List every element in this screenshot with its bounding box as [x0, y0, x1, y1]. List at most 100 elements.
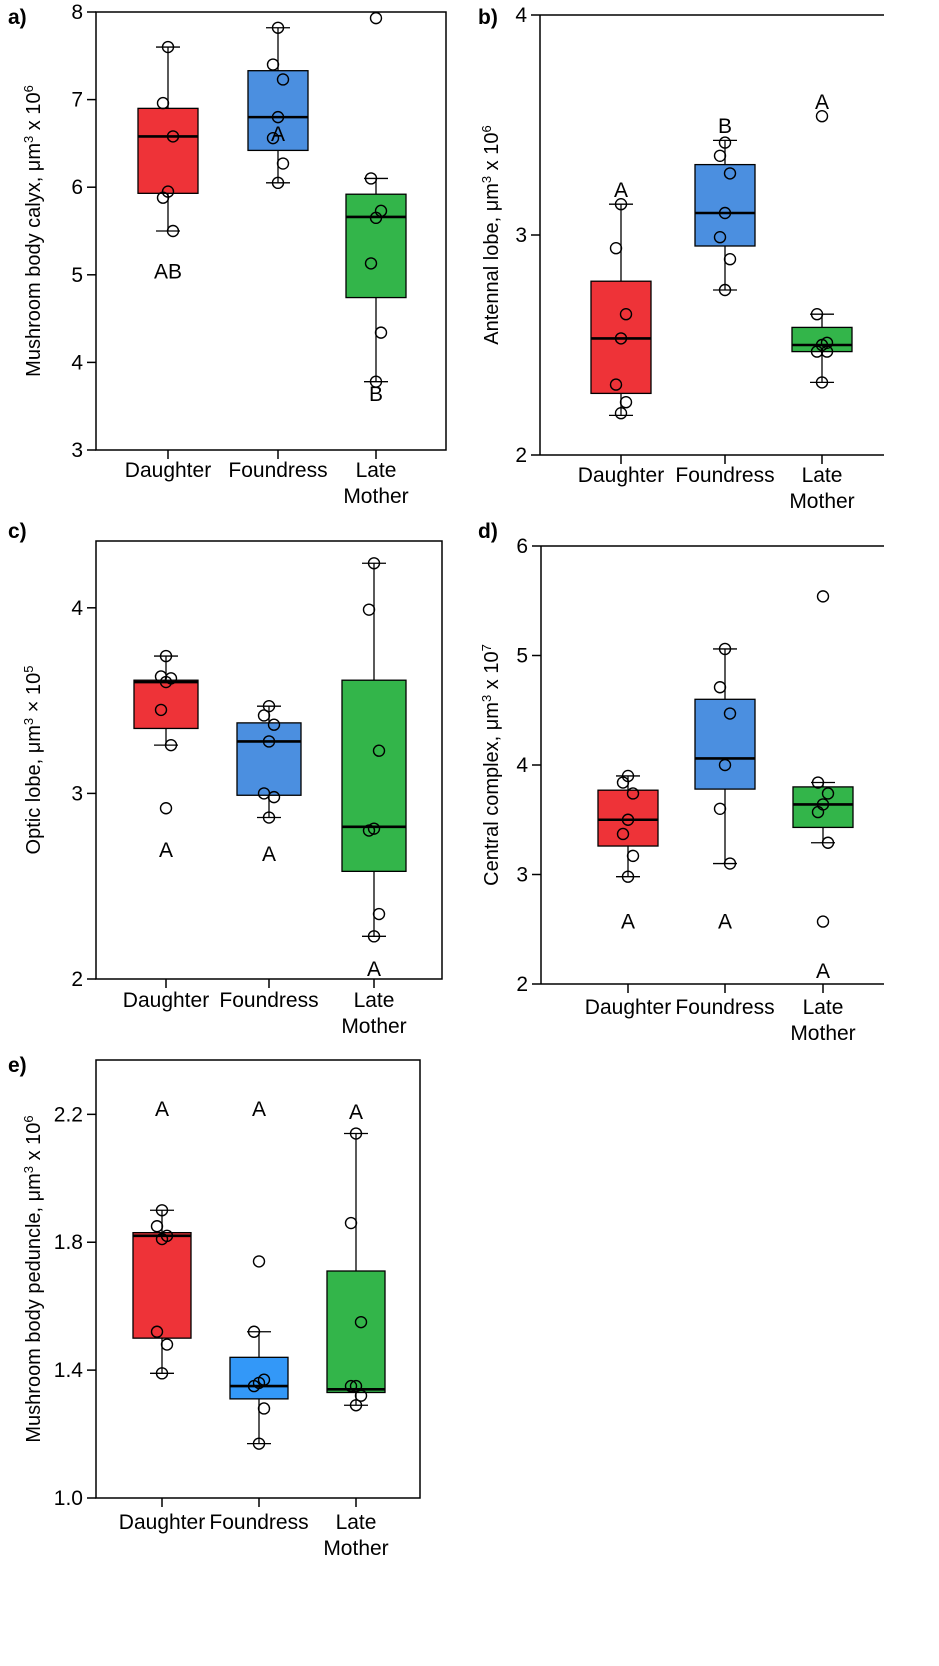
y-tick-label: 3	[516, 864, 528, 887]
data-point	[155, 1204, 169, 1217]
y-tick-label: 4	[515, 4, 527, 27]
data-point	[155, 1367, 169, 1380]
y-tick-label: 5	[71, 264, 83, 287]
x-category-label: Daughter	[585, 996, 671, 1019]
significance-letter: A	[718, 910, 732, 933]
y-tick-label: 7	[71, 89, 83, 112]
x-category-label: Late	[802, 464, 843, 487]
plot-frame	[95, 1059, 421, 1499]
data-point	[372, 744, 386, 757]
significance-letter: A	[621, 910, 635, 933]
data-point	[155, 1232, 169, 1246]
data-point	[815, 376, 829, 389]
data-point	[362, 603, 376, 616]
data-point	[276, 73, 290, 86]
significance-letter: A	[614, 179, 628, 202]
data-point	[723, 167, 737, 180]
data-point	[723, 707, 737, 720]
box-daughter	[597, 789, 659, 847]
data-point	[262, 699, 276, 713]
data-point	[621, 870, 635, 883]
data-point	[614, 332, 628, 345]
significance-letter: A	[367, 958, 381, 981]
chart-panel-d: d) 2 3 4 5 6 Central complex, μm3 x 107 A Daught…	[478, 520, 884, 1045]
data-point	[276, 157, 290, 170]
data-point	[150, 1220, 164, 1233]
x-category-label: Mother	[343, 485, 408, 508]
data-point	[718, 136, 732, 149]
data-point	[369, 11, 383, 25]
data-point	[811, 805, 825, 819]
box-late-mother	[326, 1270, 386, 1394]
x-category-label: Mother	[323, 1537, 388, 1560]
data-point	[159, 649, 173, 663]
data-point	[262, 811, 276, 824]
data-point	[154, 703, 168, 717]
data-point	[616, 776, 630, 789]
data-point	[257, 709, 271, 722]
data-point	[609, 241, 623, 255]
data-point	[156, 191, 170, 204]
data-point	[369, 211, 383, 225]
chart-panel-e: e) 1.0 1.4 1.8 2.2 Mushroom body peduncle, μm…	[8, 1054, 421, 1560]
data-point	[266, 58, 280, 71]
significance-letter: A	[815, 91, 829, 114]
data-point	[349, 1379, 363, 1393]
data-point	[815, 109, 829, 123]
data-point	[247, 1379, 261, 1393]
data-point	[266, 131, 280, 145]
data-point	[713, 230, 727, 244]
data-point	[262, 735, 276, 748]
x-category-label: Foundress	[209, 1511, 308, 1534]
data-point	[159, 675, 173, 689]
x-category-label: Late	[803, 996, 844, 1019]
x-category-label: Foundress	[675, 464, 774, 487]
panel-letter: b)	[478, 6, 498, 29]
data-point	[614, 197, 628, 211]
data-point	[354, 1315, 368, 1329]
data-point	[616, 827, 630, 841]
data-point	[718, 206, 732, 220]
y-axis-label: Mushroom body peduncle, μm3 x 106	[21, 1115, 45, 1442]
data-point	[713, 149, 727, 163]
y-tick-label: 2	[71, 968, 83, 991]
data-point	[821, 787, 835, 800]
significance-letter: A	[252, 1098, 266, 1121]
data-point	[271, 110, 285, 124]
data-point	[816, 915, 830, 928]
x-category-label: Late	[356, 459, 397, 482]
data-point	[364, 257, 378, 270]
data-point	[619, 308, 633, 321]
data-point	[718, 642, 732, 656]
y-tick-label: 1.8	[54, 1231, 83, 1254]
panel-letter: c)	[8, 520, 27, 543]
x-category-label: Mother	[789, 490, 854, 513]
data-point	[344, 1379, 358, 1393]
data-point	[354, 1389, 368, 1402]
x-category-label: Daughter	[123, 989, 209, 1012]
data-point	[362, 824, 376, 837]
y-axis-label: Central complex, μm3 x 107	[479, 644, 503, 886]
y-tick-label: 4	[71, 597, 83, 620]
panel-letter: d)	[478, 520, 498, 543]
significance-letter: B	[369, 383, 383, 406]
data-point	[150, 1325, 164, 1338]
data-point	[160, 1338, 174, 1351]
box-late-mother	[341, 679, 407, 873]
box-daughter	[132, 1231, 192, 1339]
data-point	[723, 253, 737, 266]
y-tick-label: 8	[71, 1, 83, 24]
y-tick-label: 2.2	[54, 1103, 83, 1126]
y-axis-label: Mushroom body calyx, μm3 x 106	[21, 85, 45, 377]
y-tick-label: 3	[71, 439, 83, 462]
panel-letter: a)	[8, 6, 27, 29]
data-point	[252, 1255, 266, 1268]
y-axis-label: Antennal lobe, μm3 x 106	[479, 125, 503, 344]
data-point	[267, 718, 281, 731]
data-point	[810, 308, 824, 321]
data-point	[271, 176, 285, 190]
significance-letter: A	[349, 1101, 363, 1124]
significance-letter: A	[159, 839, 173, 862]
y-tick-label: 3	[515, 224, 527, 247]
